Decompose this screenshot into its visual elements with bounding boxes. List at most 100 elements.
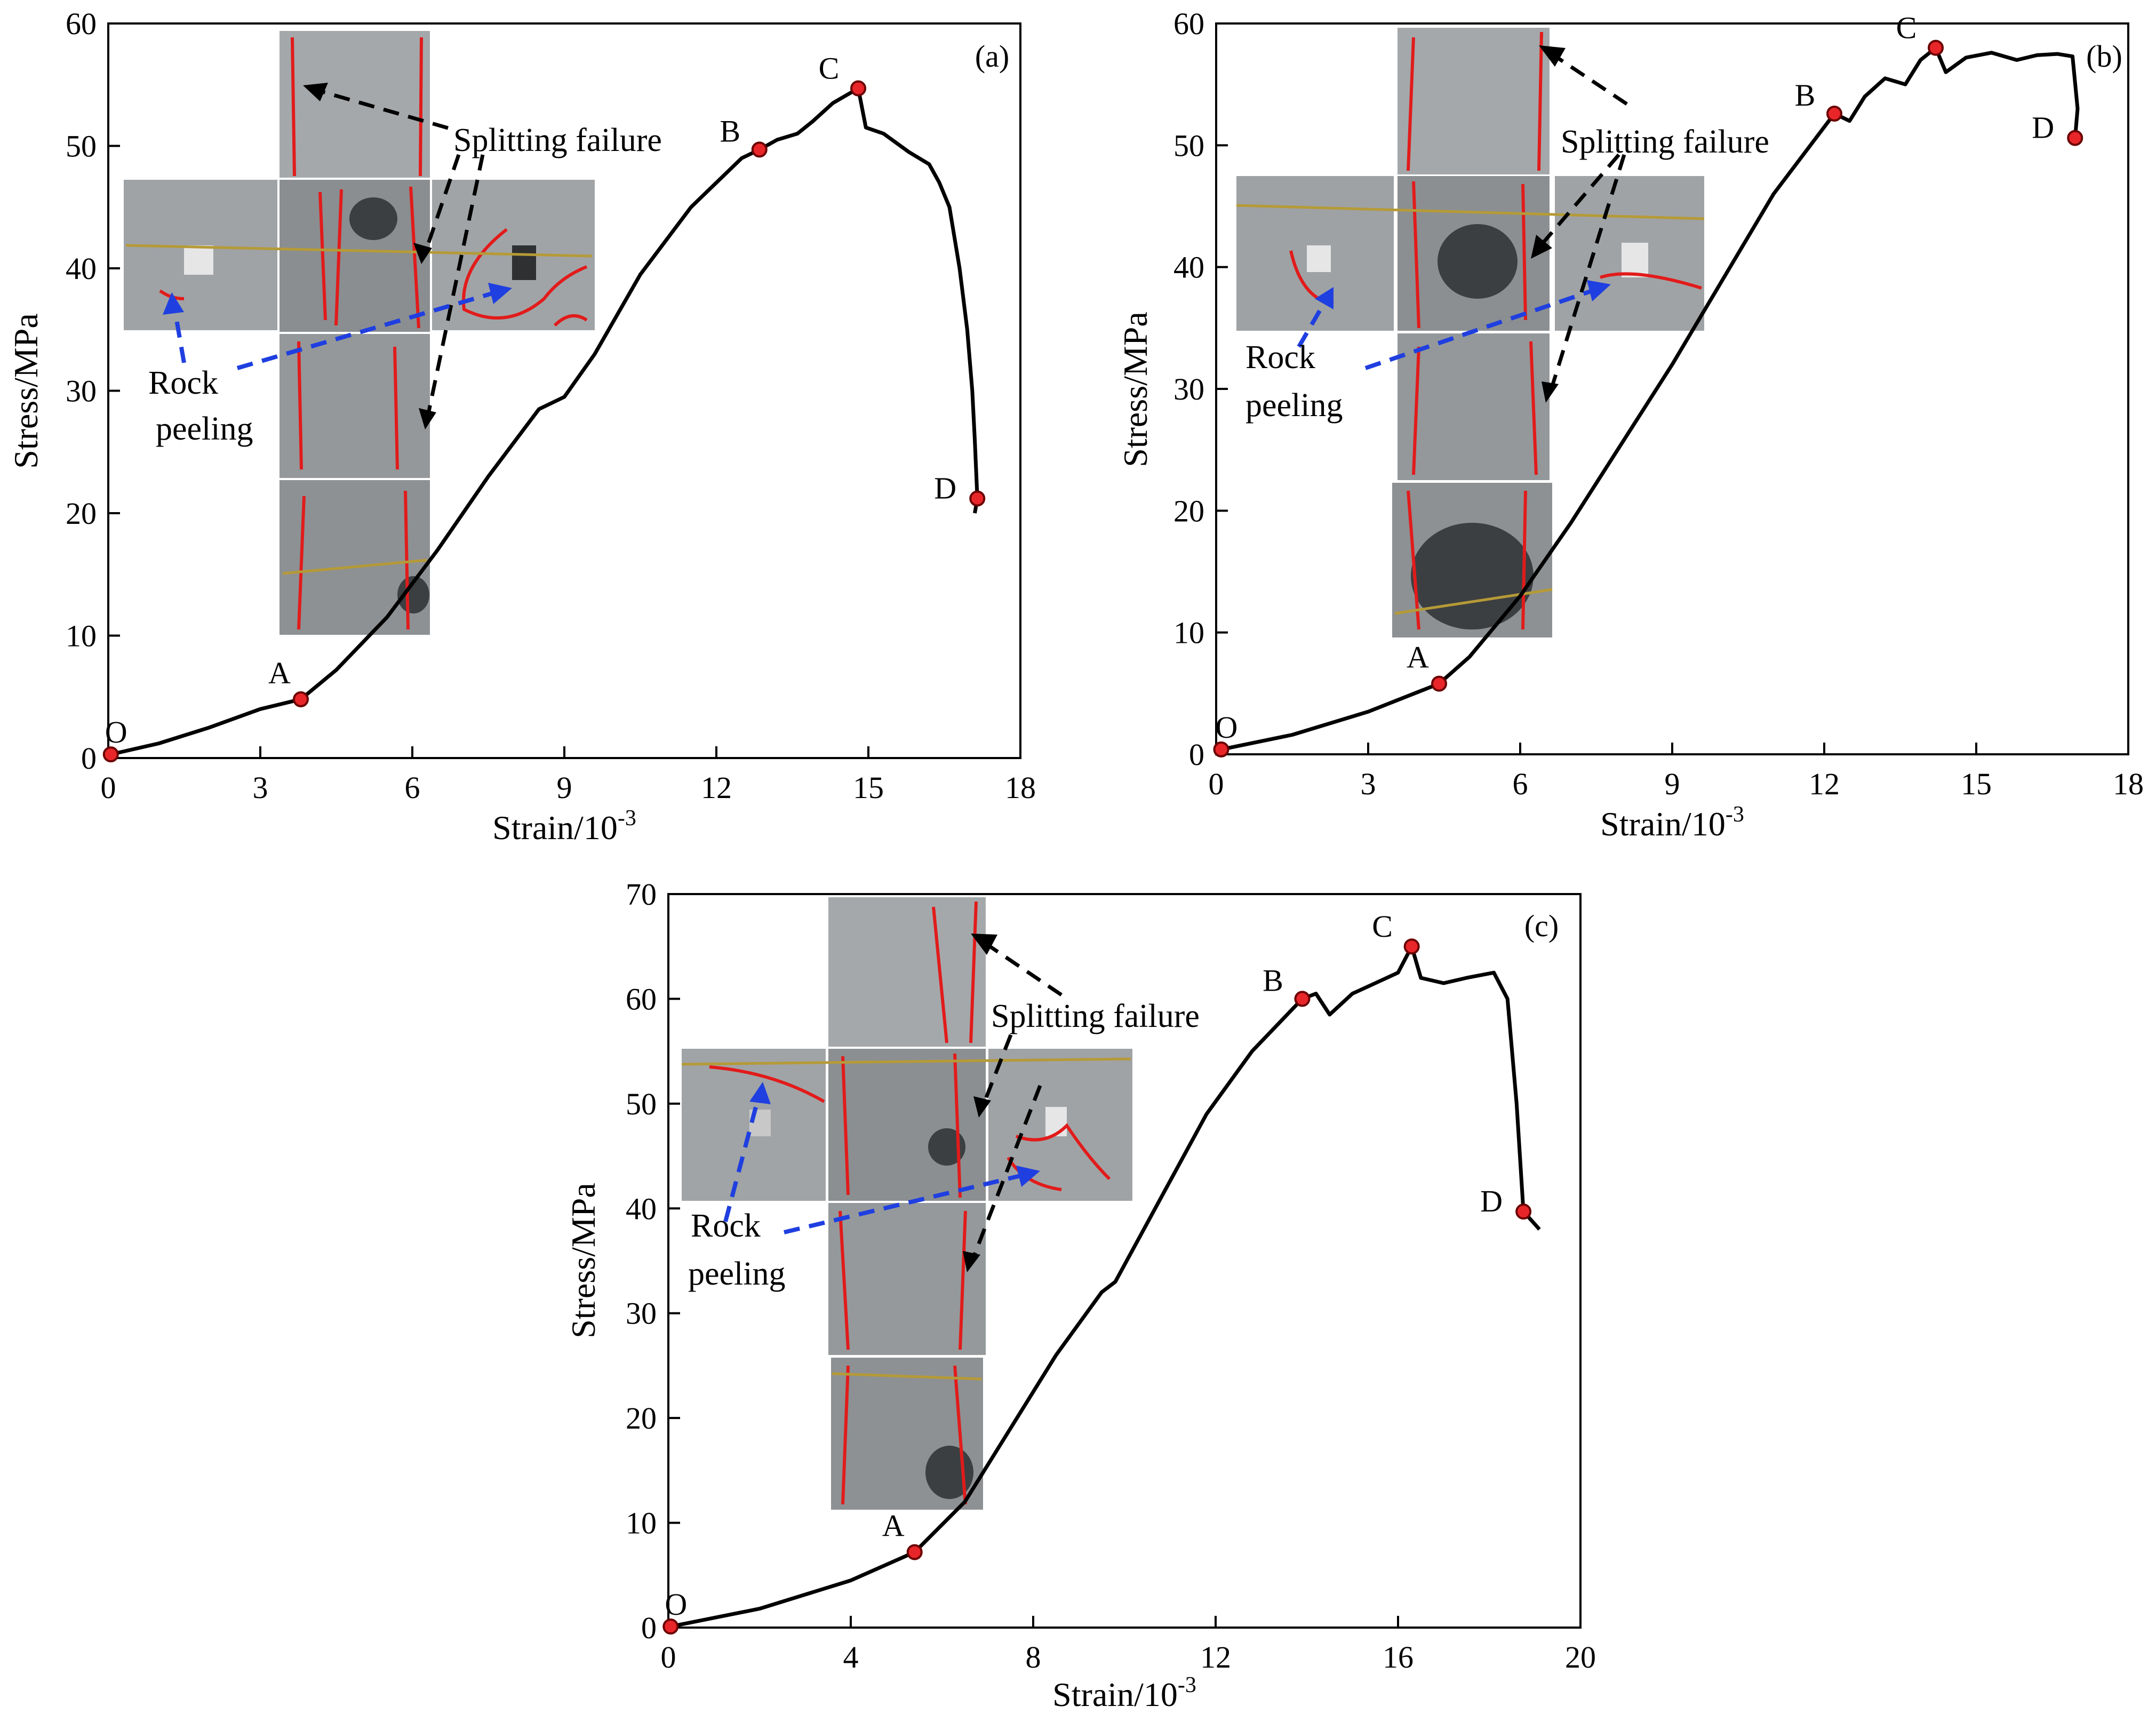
key-point-b	[1826, 105, 1842, 122]
key-point-label-b: B	[720, 114, 740, 148]
panel-label: (c)	[1524, 908, 1559, 943]
key-point-label-a: A	[1407, 640, 1429, 675]
black-arrow	[422, 154, 461, 257]
annotation-rock: Rock	[148, 365, 218, 401]
y-tick-label: 30	[66, 374, 97, 409]
blue-arrowhead	[749, 1082, 771, 1104]
specimen-face-top	[280, 31, 430, 178]
key-point-a	[1431, 675, 1447, 692]
x-tick-label: 9	[1665, 767, 1680, 801]
key-point-a	[293, 691, 309, 707]
black-arrowhead	[1539, 45, 1566, 67]
specimen-photo-collage	[1236, 28, 1705, 637]
y-tick-label: 20	[1173, 493, 1204, 528]
annotation-splitting: Splitting failure	[991, 998, 1200, 1034]
key-point-label-d: D	[934, 471, 956, 505]
specimen-face-top	[828, 897, 986, 1047]
x-tick-label: 0	[661, 1640, 676, 1675]
black-arrowhead	[1542, 381, 1559, 403]
y-tick-label: 60	[626, 982, 657, 1016]
x-tick-label: 6	[405, 770, 420, 805]
specimen-photo-collage	[124, 31, 595, 635]
key-point-o	[1213, 741, 1229, 758]
y-axis-label: Stress/MPa	[7, 313, 45, 469]
dark-stain	[928, 1128, 965, 1166]
y-tick-label: 60	[66, 6, 97, 41]
dark-stain	[349, 197, 397, 240]
annotation-arrows	[723, 934, 1063, 1272]
key-point-label-o: O	[1216, 710, 1238, 745]
y-tick-label: 40	[66, 251, 97, 286]
key-point-label-b: B	[1795, 78, 1816, 113]
key-point-o	[662, 1619, 679, 1635]
specimen-face-center	[280, 180, 430, 332]
y-tick-label: 10	[1173, 616, 1204, 650]
blue-arrow	[1297, 294, 1330, 348]
borehole	[1045, 1107, 1067, 1136]
dark-stain	[1438, 224, 1518, 299]
x-axis-ticks: 0 3 6 9 12 15 18	[101, 746, 1036, 805]
blue-arrow	[784, 1171, 1030, 1234]
annotation-peeling: peeling	[156, 411, 253, 447]
key-point-o	[102, 746, 119, 763]
specimen-face-lower	[280, 334, 430, 478]
blue-arrowhead	[488, 283, 512, 304]
key-point-d	[2067, 130, 2083, 146]
y-tick-label: 50	[66, 129, 97, 164]
black-arrowhead	[413, 243, 432, 264]
y-tick-label: 50	[1173, 128, 1204, 163]
panel-b: 0 3 6 9 12 15 18 0 10 20 30 40 50 60 Strain/10-3 Str…	[1116, 6, 2144, 843]
y-axis-ticks: 0 10 20 30 40 50 60	[1173, 6, 1228, 772]
x-tick-label: 15	[853, 770, 884, 805]
crack-lines	[1289, 31, 1702, 630]
borehole	[1622, 243, 1648, 277]
y-axis-ticks: 0 10 20 30 40 50 60	[66, 6, 120, 776]
key-point-label-c: C	[819, 51, 840, 86]
blue-arrowhead	[1315, 287, 1333, 309]
key-point-label-o: O	[665, 1587, 687, 1622]
blue-arrow	[236, 289, 502, 370]
black-arrow	[425, 154, 485, 422]
blue-arrow	[1364, 286, 1601, 370]
blue-arrowhead	[1016, 1166, 1040, 1187]
key-point-label-d: D	[2032, 110, 2054, 145]
x-axis-label: Strain/10-3	[1052, 1673, 1196, 1713]
x-tick-label: 8	[1026, 1640, 1041, 1675]
black-arrow	[1547, 154, 1626, 396]
x-tick-label: 16	[1383, 1640, 1414, 1675]
y-tick-label: 0	[641, 1611, 657, 1645]
panel-label: (b)	[2086, 39, 2122, 74]
x-tick-label: 0	[101, 770, 116, 805]
key-point-label-o: O	[105, 715, 127, 750]
key-point-label-a: A	[882, 1509, 905, 1543]
borehole	[184, 245, 213, 275]
key-point-label-b: B	[1263, 963, 1283, 998]
stress-strain-curve	[110, 86, 979, 756]
y-tick-label: 30	[1173, 372, 1204, 406]
stress-strain-curve	[1220, 46, 2080, 752]
black-arrowhead	[971, 934, 997, 955]
x-tick-label: 18	[1005, 770, 1036, 805]
crack-lines	[125, 244, 593, 575]
annotation-splitting: Splitting failure	[1561, 124, 1769, 160]
panel-label: (a)	[975, 39, 1009, 74]
black-arrow	[1535, 153, 1620, 252]
x-tick-label: 12	[1809, 767, 1840, 801]
crack-lines	[709, 901, 1111, 1505]
black-arrow	[969, 1085, 1042, 1265]
stress-strain-curve	[670, 944, 1541, 1629]
key-point-label-d: D	[1480, 1184, 1503, 1218]
y-tick-label: 20	[66, 496, 97, 531]
x-tick-label: 20	[1565, 1640, 1596, 1675]
black-arrowhead	[963, 1251, 980, 1272]
key-point-d	[969, 490, 986, 507]
x-tick-label: 3	[253, 770, 268, 805]
y-tick-label: 20	[626, 1401, 657, 1436]
panel-a: 0 3 6 9 12 15 18 0 10 20 30 40 50 60 Strain/10-3 Str…	[7, 6, 1036, 847]
crack-lines	[1236, 204, 1705, 615]
specimen-photo-collage	[681, 897, 1132, 1510]
dark-stain	[397, 576, 429, 613]
key-point-a	[906, 1544, 923, 1560]
annotation-rock: Rock	[1245, 339, 1315, 376]
key-point-c	[1928, 39, 1944, 56]
